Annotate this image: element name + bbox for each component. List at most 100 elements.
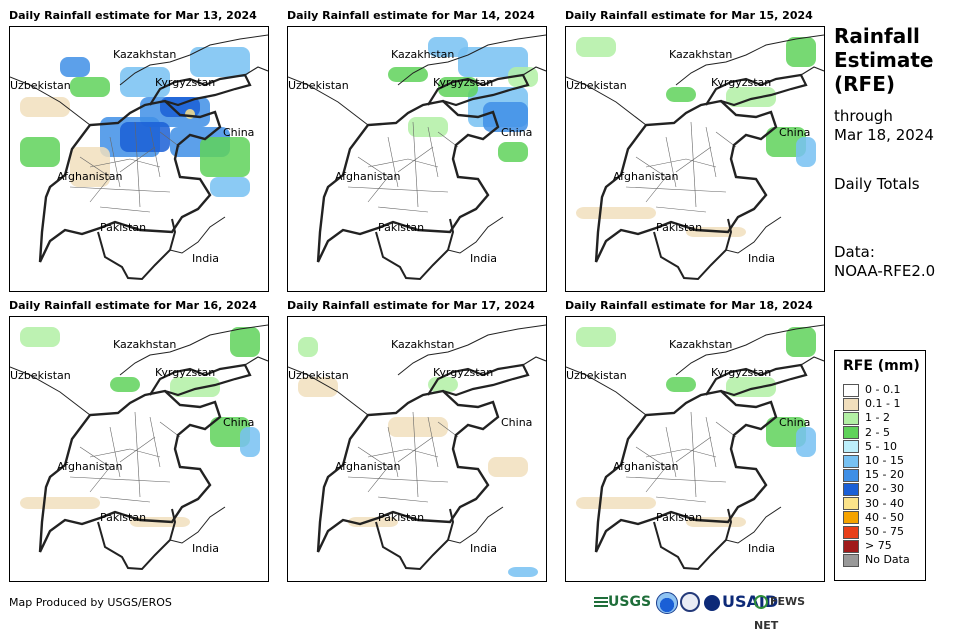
legend-item: 0.1 - 1 [843,397,900,411]
rain-area [786,327,816,357]
legend-item: 10 - 15 [843,454,904,468]
province-border [89,158,161,168]
province-border [134,411,141,498]
province-border [79,156,111,203]
pakistan-border [653,218,733,281]
india-border [169,506,226,544]
rain-area [20,97,70,117]
province-border [625,186,727,193]
province-border [665,426,677,478]
pakistan-border [375,218,455,281]
usgs-logo: USGS [594,590,651,614]
province-border [625,476,727,483]
province-border [412,121,419,208]
rain-area [388,67,428,82]
province-border [159,421,181,438]
uzbekistan-border [10,76,91,126]
country-label-uzbekistan: Uzbekistan [566,79,627,92]
rain-area [576,327,616,347]
rainfall-map: Kazakhstan Uzbekistan Kyrgyzstan China Afgha… [287,26,547,292]
province-border [377,206,429,213]
rain-area [60,57,90,77]
through-label: through [834,107,893,125]
rain-area [438,77,478,97]
province-border [655,206,707,213]
province-border [79,446,111,493]
afghanistan-border [316,99,500,263]
rain-area [666,87,696,102]
country-border [244,356,268,366]
province-border [367,158,439,168]
country-label-india: India [192,252,219,265]
country-label-pakistan: Pakistan [100,511,146,524]
pakistan-border [97,508,177,571]
pakistan-border [653,508,733,571]
legend-swatch [843,511,859,525]
province-border [705,416,717,468]
india-border [169,216,226,254]
legend-label: 10 - 15 [865,454,904,467]
legend-item: 20 - 30 [843,482,904,496]
country-label-kazakhstan: Kazakhstan [391,338,454,351]
country-border [522,356,546,366]
country-label-kazakhstan: Kazakhstan [669,338,732,351]
uzbekistan-border [566,76,647,126]
province-border [99,206,151,213]
country-label-china: China [501,416,532,429]
country-label-pakistan: Pakistan [656,511,702,524]
rain-area [120,122,170,152]
province-border [69,476,171,483]
province-border [645,448,717,458]
rain-area [428,377,458,392]
legend-swatch [843,539,859,553]
legend-swatch [843,482,859,496]
country-border [800,66,824,76]
province-border [715,131,737,148]
country-border [244,66,268,76]
panel-title: Daily Rainfall estimate for Mar 15, 2024 [565,9,813,22]
country-label-pakistan: Pakistan [656,221,702,234]
legend-label: 0 - 0.1 [865,383,901,396]
country-label-kyrgyzstan: Kyrgyzstan [433,76,493,89]
country-label-uzbekistan: Uzbekistan [566,369,627,382]
country-label-afghanistan: Afghanistan [613,460,679,473]
country-label-kazakhstan: Kazakhstan [669,48,732,61]
province-border [89,448,161,458]
country-label-kazakhstan: Kazakhstan [113,338,176,351]
legend-label: > 75 [865,539,892,553]
legend-label: 40 - 50 [865,510,904,524]
rain-area [388,417,448,437]
india-border [447,216,504,254]
province-border [635,156,667,203]
panel-title: Daily Rainfall estimate for Mar 16, 2024 [9,299,257,312]
country-label-uzbekistan: Uzbekistan [288,369,349,382]
rain-area [576,497,656,509]
country-label-kyrgyzstan: Kyrgyzstan [711,76,771,89]
panel-title: Daily Rainfall estimate for Mar 17, 2024 [287,299,535,312]
country-label-kyrgyzstan: Kyrgyzstan [711,366,771,379]
legend-swatch [843,397,859,411]
rain-area [488,457,528,477]
province-border [690,121,697,208]
rain-area [20,327,60,347]
legend-label: 1 - 2 [865,411,890,425]
legend-item: 40 - 50 [843,510,904,525]
rain-area [796,137,816,167]
legend-swatch [843,468,859,482]
legend-label: No Data [865,553,910,567]
province-border [635,446,667,493]
kazakhstan-border [675,324,824,376]
uzbekistan-border [10,366,91,416]
legend-label: 20 - 30 [865,482,904,496]
province-border [645,158,717,168]
noaa-logo [656,592,678,614]
rain-area [190,47,250,77]
province-border [134,121,141,208]
country-label-pakistan: Pakistan [100,221,146,234]
rain-area [576,207,656,219]
legend-swatch [843,525,859,539]
india-border [447,506,504,544]
rainfall-map: Kazakhstan Uzbekistan Kyrgyzstan China Afgha… [565,316,825,582]
country-label-china: China [501,126,532,139]
province-border [367,448,439,458]
